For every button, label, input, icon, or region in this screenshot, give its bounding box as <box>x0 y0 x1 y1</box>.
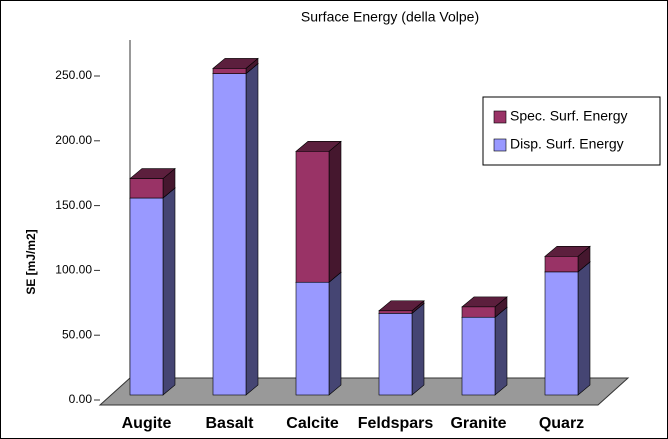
bar-side <box>494 306 508 396</box>
bar <box>544 256 579 273</box>
bar-side <box>577 261 591 396</box>
bar-segment <box>461 296 508 318</box>
bar-side <box>162 187 176 396</box>
x-tick-label: Feldspars <box>358 415 434 432</box>
bar <box>295 151 330 283</box>
x-tick-label: Granite <box>450 415 506 432</box>
y-tick-label: 150.00 <box>55 198 92 212</box>
bar-segment <box>212 62 259 396</box>
bar-segment <box>378 300 425 314</box>
legend-label: Spec. Surf. Energy <box>510 108 628 124</box>
bar <box>544 271 579 396</box>
bar-segment <box>295 140 342 283</box>
bar <box>461 316 496 396</box>
legend-swatch <box>493 138 507 152</box>
bar <box>378 313 413 396</box>
bar-side <box>328 271 342 396</box>
y-tick-label: 200.00 <box>55 133 92 147</box>
bar <box>461 306 496 318</box>
bar <box>129 197 164 396</box>
legend-label: Disp. Surf. Energy <box>510 136 624 152</box>
y-tick-label: 0.00 <box>69 392 93 406</box>
bar-segment <box>544 261 591 396</box>
y-axis-label: SE [mJ/m2] <box>24 229 38 294</box>
bar-side <box>328 140 342 283</box>
x-tick-label: Basalt <box>205 415 254 432</box>
y-tick-label: 100.00 <box>55 263 92 277</box>
bar-segment <box>544 245 591 273</box>
bar-segment <box>129 167 176 199</box>
x-tick-label: Augite <box>122 415 172 432</box>
x-tick-label: Calcite <box>286 415 339 432</box>
legend-box <box>482 96 661 166</box>
bar-segment <box>295 271 342 396</box>
bar-side <box>245 62 259 396</box>
bar-segment <box>212 57 259 75</box>
chart-title: Surface Energy (della Volpe) <box>301 9 479 25</box>
legend-swatch <box>493 110 507 124</box>
bar <box>212 73 247 396</box>
bar <box>378 310 413 314</box>
bar <box>295 281 330 396</box>
bar <box>129 178 164 199</box>
bar <box>212 68 247 74</box>
bar-side <box>411 302 425 396</box>
bar-segment <box>461 306 508 396</box>
legend: Spec. Surf. Energy Disp. Surf. Energy <box>482 96 661 166</box>
bar-segment <box>378 302 425 396</box>
y-tick-label: 250.00 <box>55 68 92 82</box>
y-tick-label: 50.00 <box>62 327 92 341</box>
bar-segment <box>129 187 176 396</box>
x-tick-label: Quarz <box>539 415 584 432</box>
